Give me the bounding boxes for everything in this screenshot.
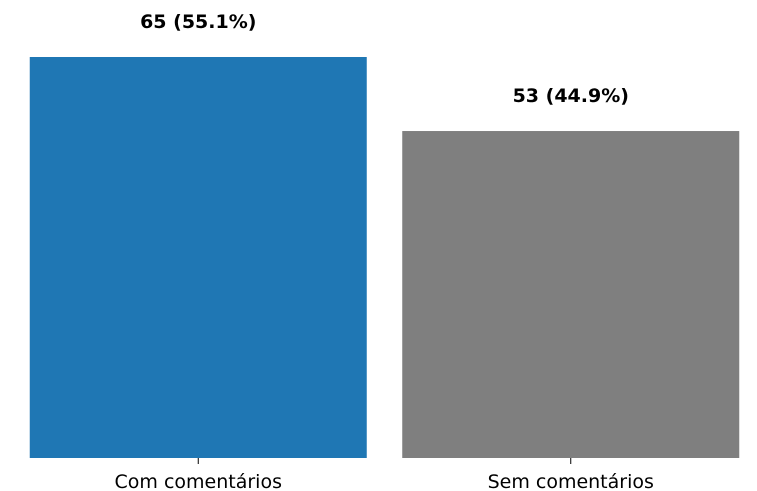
bars-group xyxy=(29,57,740,458)
bar-value-label-1: 53 (44.9%) xyxy=(513,85,629,107)
bar-0 xyxy=(29,57,367,458)
x-tick-label-0: Com comentários xyxy=(115,471,282,491)
x-axis-tick-labels: Com comentários Sem comentários xyxy=(115,471,654,491)
bar-value-label-0: 65 (55.1%) xyxy=(140,11,256,33)
bar-1 xyxy=(402,131,740,458)
x-tick-label-1: Sem comentários xyxy=(488,471,654,491)
value-labels-group: 65 (55.1%) 53 (44.9%) xyxy=(140,11,629,107)
x-axis-ticks xyxy=(197,458,572,464)
